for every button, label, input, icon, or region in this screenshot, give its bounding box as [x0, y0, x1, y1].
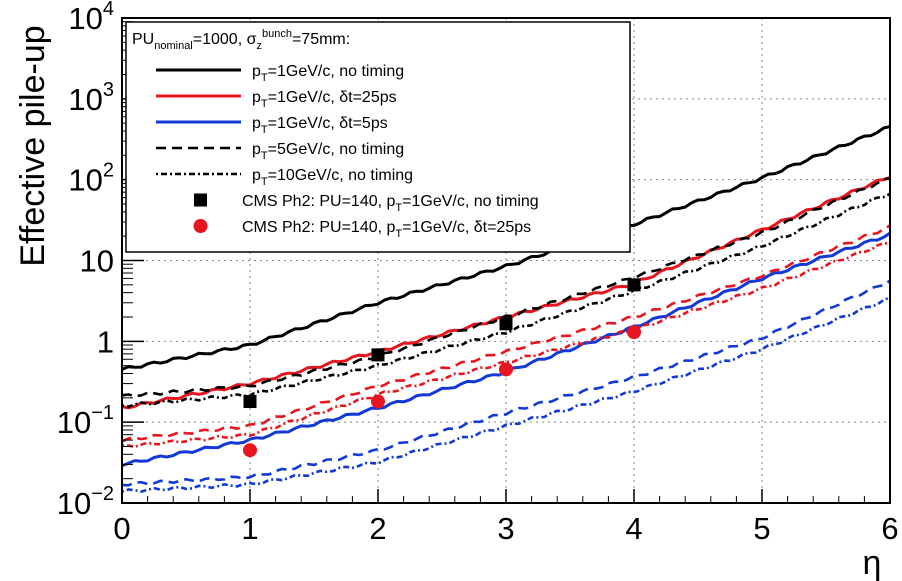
legend: PUnominal=1000, σzbunch=75mm: pT=1GeV/c, … [125, 21, 631, 253]
legend-entry-label: pT=1GeV/c, no timing [252, 63, 404, 84]
series-line [121, 125, 891, 371]
x-tick-label: 2 [369, 511, 386, 546]
series-line [121, 177, 891, 398]
y-tick-exponent: −1 [91, 402, 114, 424]
data-point-square [499, 317, 513, 331]
y-axis-title: Effective pile-up [14, 25, 52, 266]
y-tick-label: 10 [80, 244, 114, 279]
data-point-circle [371, 394, 385, 409]
legend-entry-label: pT=5GeV/c, no timing [252, 141, 404, 162]
y-tick-exponent: 4 [103, 0, 114, 20]
data-point-square [627, 278, 641, 292]
legend-entry-label: CMS Ph2: PU=140, pT=1GeV/c, δt=25ps [242, 219, 531, 240]
legend-swatch-square [194, 193, 207, 207]
legend-entry-label: pT=1GeV/c, δt=25ps [252, 89, 397, 110]
data-point-circle [499, 362, 513, 377]
data-point-circle [243, 443, 257, 458]
y-tick-label: 103 [68, 79, 114, 117]
y-tick-exponent: 3 [103, 79, 114, 101]
y-tick-mantissa: 10 [57, 405, 91, 440]
series-line [121, 224, 891, 443]
marker-layer [243, 278, 641, 458]
data-point-circle [627, 325, 641, 340]
series-line [121, 241, 891, 449]
legend-entry-label: pT=10GeV/c, no timing [252, 167, 413, 188]
y-tick-mantissa: 10 [68, 82, 102, 117]
legend-entry-label: CMS Ph2: PU=140, pT=1GeV/c, no timing [242, 193, 539, 214]
series-line [121, 279, 891, 487]
y-tick-label: 10−2 [57, 483, 114, 521]
data-point-square [243, 395, 257, 409]
x-tick-label: 3 [497, 511, 514, 546]
y-tick-label: 104 [68, 0, 114, 36]
x-tick-label: 0 [113, 511, 130, 546]
x-tick-label: 4 [625, 511, 642, 546]
x-tick-label: 1 [241, 511, 258, 546]
legend-title: PUnominal=1000, σzbunch=75mm: [132, 28, 350, 52]
legend-swatch-circle [193, 219, 208, 233]
y-tick-mantissa: 1 [97, 324, 114, 359]
y-tick-exponent: 2 [103, 160, 114, 182]
y-tick-mantissa: 10 [80, 244, 114, 279]
y-tick-label: 1 [97, 324, 114, 359]
y-tick-mantissa: 10 [68, 163, 102, 198]
x-tick-label: 5 [753, 511, 770, 546]
y-tick-label: 10−1 [57, 402, 114, 440]
y-tick-exponent: −2 [91, 483, 114, 505]
y-tick-label: 102 [68, 160, 114, 198]
series-line [121, 296, 891, 494]
y-tick-mantissa: 10 [57, 486, 91, 521]
x-axis-title: η [863, 544, 882, 581]
legend-entry-label: pT=1GeV/c, δt=5ps [252, 115, 388, 136]
legend-box [125, 21, 631, 253]
data-point-square [371, 348, 385, 362]
series-layer [121, 125, 891, 494]
x-tick-label: 6 [881, 511, 898, 546]
y-tick-mantissa: 10 [68, 1, 102, 36]
